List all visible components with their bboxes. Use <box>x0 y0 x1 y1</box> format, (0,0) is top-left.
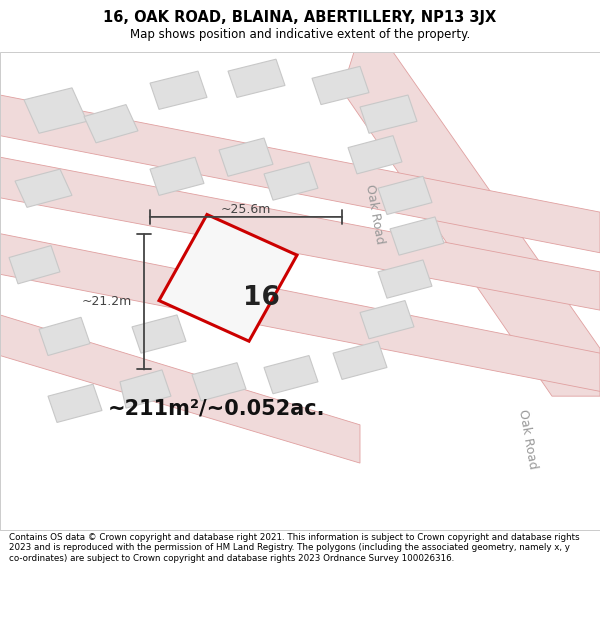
Polygon shape <box>150 157 204 196</box>
Polygon shape <box>150 71 207 109</box>
Text: Oak Road: Oak Road <box>364 184 386 246</box>
Text: Map shows position and indicative extent of the property.: Map shows position and indicative extent… <box>130 28 470 41</box>
Polygon shape <box>120 370 171 408</box>
Polygon shape <box>48 384 102 423</box>
Text: Contains OS data © Crown copyright and database right 2021. This information is : Contains OS data © Crown copyright and d… <box>9 533 580 562</box>
Polygon shape <box>159 214 297 341</box>
Polygon shape <box>333 341 387 379</box>
Polygon shape <box>378 260 432 298</box>
Polygon shape <box>0 315 360 463</box>
Polygon shape <box>24 88 87 133</box>
Polygon shape <box>0 157 600 310</box>
Polygon shape <box>312 66 369 104</box>
Text: ~21.2m: ~21.2m <box>82 295 132 308</box>
Polygon shape <box>228 59 285 98</box>
Polygon shape <box>219 138 273 176</box>
Polygon shape <box>264 356 318 394</box>
Text: 16, OAK ROAD, BLAINA, ABERTILLERY, NP13 3JX: 16, OAK ROAD, BLAINA, ABERTILLERY, NP13 … <box>103 11 497 26</box>
Polygon shape <box>348 136 402 174</box>
Polygon shape <box>15 169 72 208</box>
Polygon shape <box>342 52 600 396</box>
Text: Oak Road: Oak Road <box>517 408 539 470</box>
Text: 16: 16 <box>242 285 280 311</box>
Polygon shape <box>264 162 318 200</box>
Polygon shape <box>84 104 138 143</box>
Polygon shape <box>132 315 186 353</box>
Polygon shape <box>390 217 444 255</box>
Polygon shape <box>0 95 600 252</box>
Text: ~25.6m: ~25.6m <box>221 202 271 216</box>
Polygon shape <box>360 95 417 133</box>
Polygon shape <box>0 234 600 391</box>
Polygon shape <box>192 362 246 401</box>
Polygon shape <box>9 246 60 284</box>
Polygon shape <box>378 176 432 214</box>
Polygon shape <box>360 301 414 339</box>
Text: ~211m²/~0.052ac.: ~211m²/~0.052ac. <box>107 398 325 418</box>
Polygon shape <box>39 318 90 356</box>
